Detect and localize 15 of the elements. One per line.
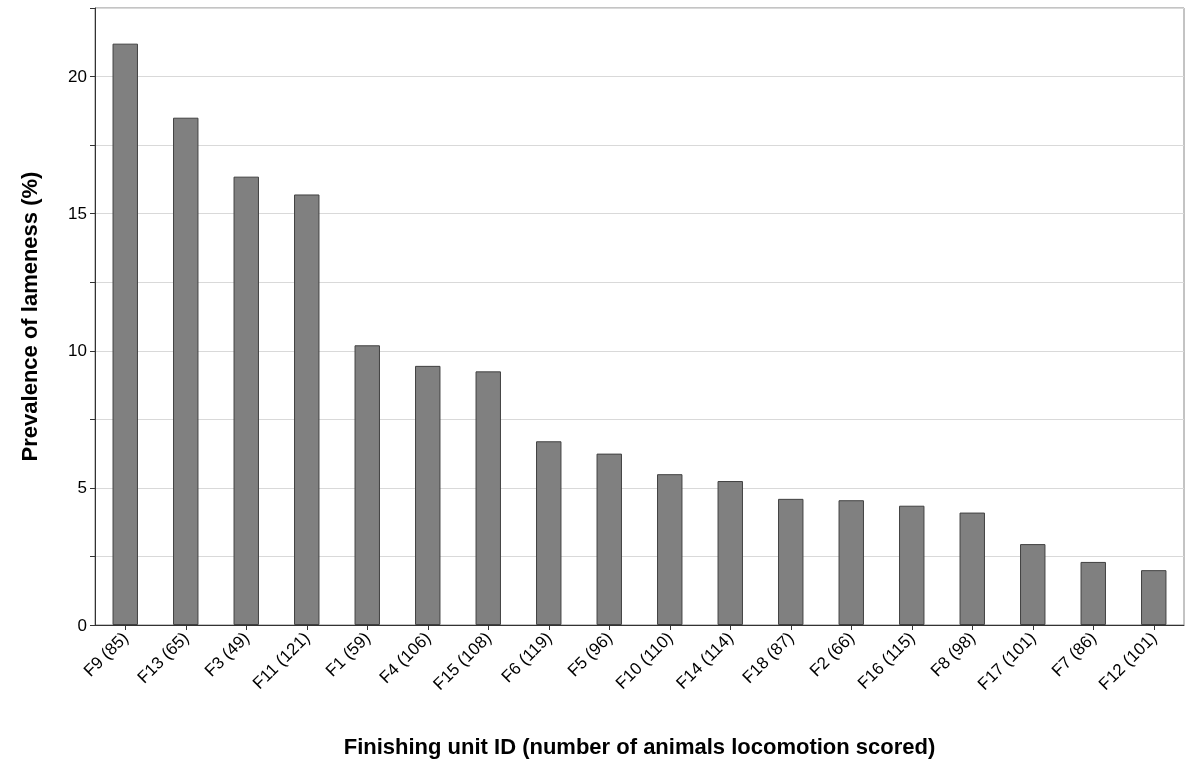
x-tick-label: F8 (98) (926, 628, 979, 681)
x-tick-label: F3 (49) (200, 628, 253, 681)
x-tick-label: F5 (96) (563, 628, 616, 681)
y-tick-label: 20 (68, 67, 87, 87)
x-tick-label: F2 (66) (805, 628, 858, 681)
y-axis-title: Prevalence of lameness (%) (16, 171, 42, 462)
x-tick-label: F18 (87) (738, 628, 798, 688)
x-tick-label: F1 (59) (321, 628, 374, 681)
y-tick-label: 5 (77, 478, 87, 498)
x-axis-title: Finishing unit ID (number of animals locomotion scored) (343, 733, 936, 759)
y-tick-label: 15 (68, 204, 87, 224)
y-tick-label: 0 (77, 615, 87, 635)
x-tick-label: F13 (65) (133, 628, 193, 688)
x-tick-label: F7 (86) (1047, 628, 1100, 681)
y-tick-label: 10 (68, 341, 87, 361)
